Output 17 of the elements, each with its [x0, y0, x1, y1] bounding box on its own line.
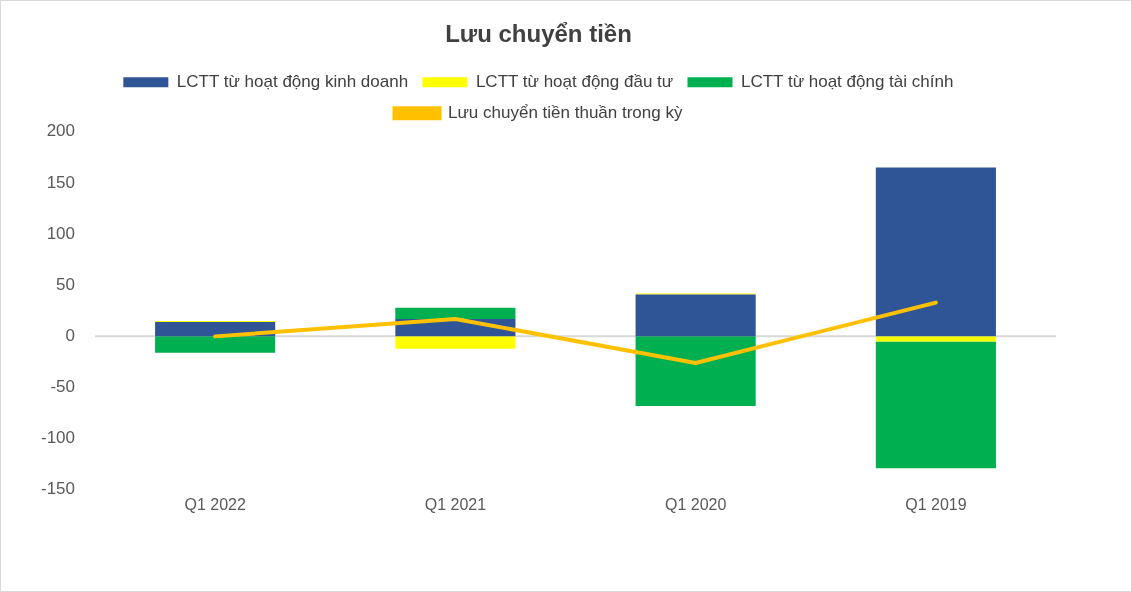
y-tick-label: -100: [40, 428, 76, 448]
y-tick-label: -50: [50, 377, 76, 397]
y-tick-label: 50: [56, 274, 76, 294]
y-tick-label: 200: [46, 121, 76, 141]
x-tick-label: Q1 2021: [424, 495, 487, 513]
legend-label: LCTT từ hoạt động kinh doanh: [176, 71, 409, 91]
y-tick-label: 150: [46, 172, 76, 192]
y-tick-label: -150: [40, 479, 76, 499]
x-tick-label: Q1 2020: [664, 495, 727, 513]
x-tick-label: Q1 2019: [905, 495, 967, 513]
chart-title: Lưu chuyển tiền: [445, 20, 632, 48]
y-tick-label: 0: [65, 326, 76, 346]
legend-label: LCTT từ hoạt động đầu tư: [475, 71, 674, 91]
x-tick-label: Q1 2022: [184, 495, 246, 513]
legend-label: Lưu chuyển tiền thuần trong kỳ: [448, 102, 683, 122]
y-tick-label: 100: [46, 223, 76, 243]
legend-label: LCTT từ hoạt động tài chính: [741, 71, 954, 91]
